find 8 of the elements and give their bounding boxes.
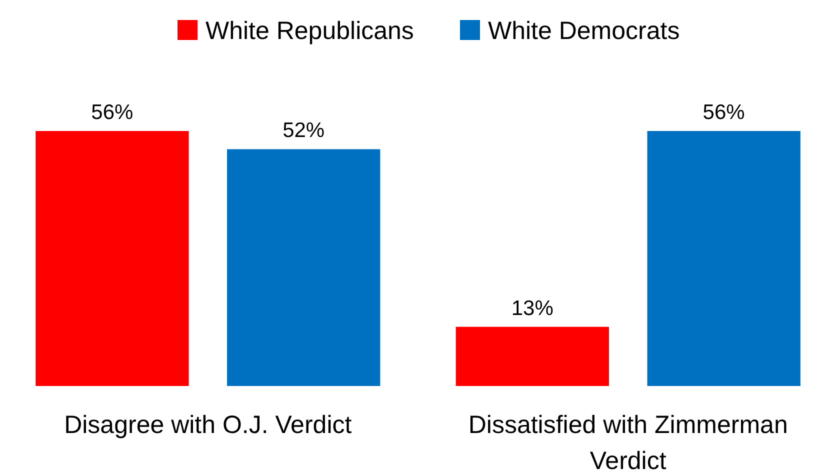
x-tick-label: Disagree with O.J. Verdict xyxy=(64,411,352,439)
data-label: 56% xyxy=(702,101,745,124)
legend-label: White Democrats xyxy=(488,17,680,45)
data-label: 13% xyxy=(511,296,554,320)
legend-label: White Republicans xyxy=(206,17,414,45)
data-label: 52% xyxy=(282,119,325,142)
x-tick-label: Dissatisfied with Zimmerman Verdict xyxy=(468,411,788,473)
data-label: 56% xyxy=(91,101,134,124)
